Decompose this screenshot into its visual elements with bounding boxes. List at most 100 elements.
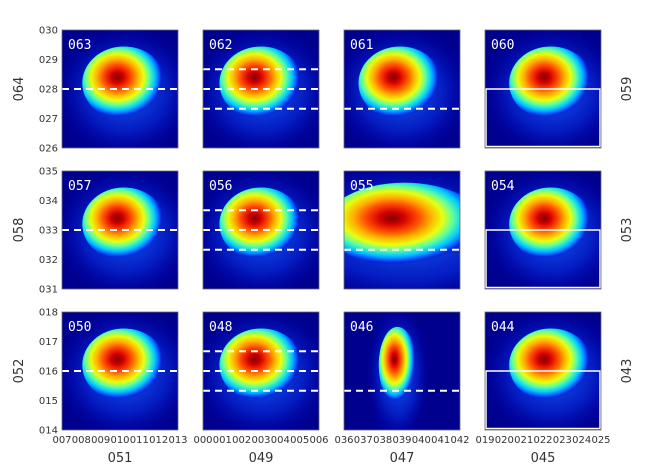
x-tick-label: 021 [514,435,533,446]
panel-label: 062 [209,38,232,53]
x-tick-label: 041 [431,435,450,446]
density-blob [378,326,417,404]
panel-054: 054 [484,170,602,290]
panel-048: 048 [202,311,320,431]
x-tick-label: 000 [193,435,212,446]
x-tick-label: 008 [72,435,91,446]
panel-frame [484,29,602,149]
panel-060: 060 [484,29,602,149]
x-tick-label: 007 [52,435,71,446]
y-tick-label: 017 [39,337,58,348]
density-blob [219,46,303,120]
y-tick-label: 034 [39,196,58,207]
panel-frame [202,29,320,149]
right-axis-label: 059 [620,77,635,102]
x-tick-label: 023 [553,435,572,446]
y-tick-label: 027 [39,114,58,125]
density-blob [219,187,303,261]
x-tick-label: 025 [591,435,610,446]
panel-label: 046 [350,320,373,335]
y-tick-label: 014 [39,426,58,437]
panel-label: 063 [68,38,91,53]
density-blob [509,46,593,120]
y-tick-label: 026 [39,144,58,155]
panel-056: 056 [202,170,320,290]
x-tick-label: 012 [149,435,168,446]
x-tick-label: 038 [373,435,392,446]
panel-label: 050 [68,320,91,335]
panel-057: 057 [61,170,179,290]
panels-layer: 063 062 061 060 057 056 055 054 050 048 046 044 [61,29,602,431]
x-tick-label: 005 [290,435,309,446]
x-tick-label: 002 [232,435,251,446]
y-tick-label: 032 [39,255,58,266]
panel-frame [343,170,461,290]
x-tick-label: 013 [168,435,187,446]
x-tick-label: 040 [412,435,431,446]
panel-label: 061 [350,38,373,53]
x-tick-label: 003 [251,435,270,446]
density-blob [509,328,593,402]
x-tick-label: 001 [213,435,232,446]
panel-frame [343,29,461,149]
density-blob [82,187,166,261]
x-tick-label: 022 [533,435,552,446]
density-blob [509,187,593,261]
x-axis-label: 049 [249,451,274,466]
panel-label: 056 [209,179,232,194]
panel-frame [343,311,461,431]
region-box [485,229,601,289]
y-tick-label: 015 [39,396,58,407]
panel-044: 044 [484,311,602,431]
x-tick-label: 036 [334,435,353,446]
x-tick-label: 004 [271,435,290,446]
panel-frame [202,311,320,431]
panel-062: 062 [202,29,320,149]
y-tick-label: 016 [39,367,58,378]
panel-frame [484,170,602,290]
panel-frame [61,311,179,431]
x-tick-label: 042 [450,435,469,446]
panel-label: 057 [68,179,91,194]
y-axis-label: 064 [12,77,27,102]
panel-046: 046 [343,311,461,431]
x-tick-label: 037 [354,435,373,446]
panel-055: 055 [343,170,461,290]
panel-050: 050 [61,311,179,431]
density-blob [344,182,460,267]
x-tick-label: 039 [392,435,411,446]
panel-063: 063 [61,29,179,149]
x-tick-label: 006 [309,435,328,446]
x-axis-label: 051 [108,451,133,466]
x-tick-label: 020 [495,435,514,446]
panel-frame [61,29,179,149]
panel-frame [484,311,602,431]
x-tick-label: 009 [91,435,110,446]
x-tick-label: 010 [110,435,129,446]
x-tick-label: 019 [475,435,494,446]
x-axis-label: 047 [390,451,415,466]
y-axis-label: 052 [12,359,27,384]
x-tick-label: 024 [572,435,591,446]
y-tick-label: 018 [39,308,58,319]
y-tick-label: 035 [39,167,58,178]
region-box [485,88,601,148]
density-blob [358,46,443,120]
density-blob [219,328,303,402]
panel-frame [202,170,320,290]
region-box [485,370,601,430]
y-tick-label: 031 [39,285,58,296]
density-blob [82,328,166,402]
y-tick-label: 029 [39,55,58,66]
x-tick-label: 011 [130,435,149,446]
y-tick-label: 030 [39,26,58,37]
panel-061: 061 [343,29,461,149]
panel-frame [61,170,179,290]
y-axis-label: 058 [12,218,27,243]
panel-label: 048 [209,320,232,335]
panel-label: 060 [491,38,514,53]
x-axis-label: 045 [531,451,556,466]
density-blob [82,46,166,120]
right-axis-label: 053 [620,218,635,243]
